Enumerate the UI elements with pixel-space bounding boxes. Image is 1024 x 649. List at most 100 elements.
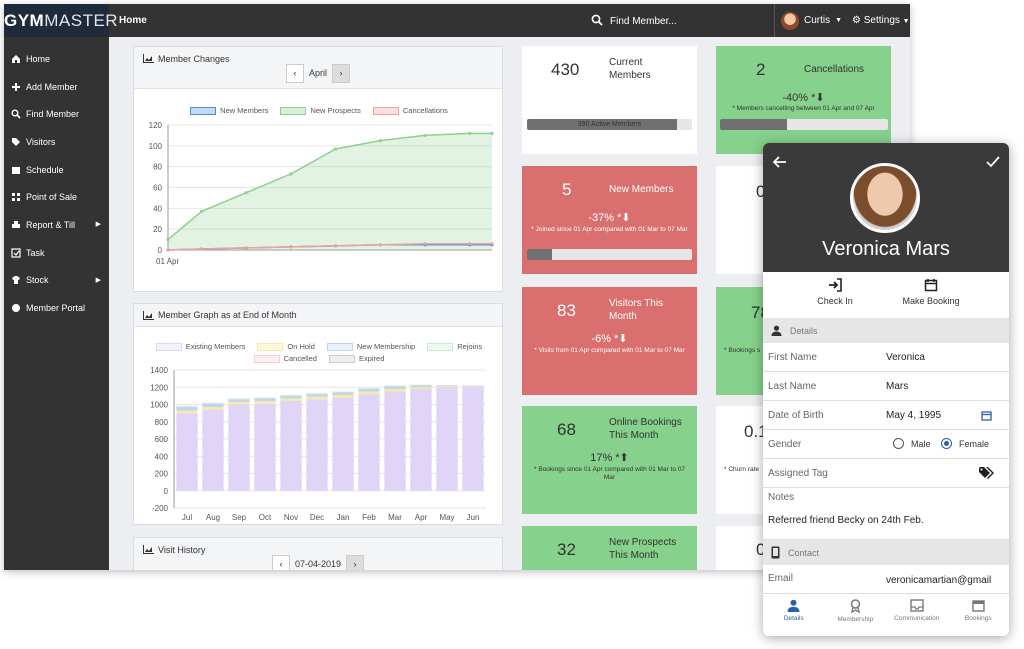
bar-segment[interactable]	[280, 398, 302, 402]
bar-segment[interactable]	[228, 399, 250, 402]
bar-segment[interactable]	[176, 410, 198, 414]
check-in-button[interactable]: Check In	[790, 278, 880, 306]
legend-item[interactable]: Rejoins	[427, 342, 482, 351]
bar-segment[interactable]	[436, 386, 458, 388]
bar-segment[interactable]	[358, 388, 380, 389]
bar-segment[interactable]	[384, 385, 406, 387]
bar-segment[interactable]	[254, 403, 276, 491]
bar-segment[interactable]	[176, 407, 198, 411]
bar-segment[interactable]	[306, 399, 328, 491]
data-point[interactable]	[490, 242, 494, 246]
bar-segment[interactable]	[254, 401, 276, 404]
notes-value[interactable]: Referred friend Becky on 24th Feb.	[768, 515, 924, 526]
first-name-value[interactable]: Veronica	[886, 352, 925, 363]
prev-month-button[interactable]: ‹	[285, 64, 304, 83]
sidebar-item-schedule[interactable]: Schedule	[4, 156, 109, 184]
assigned-tag-row[interactable]: Assigned Tag	[763, 459, 1009, 488]
bar-segment[interactable]	[462, 386, 484, 491]
bar-segment[interactable]	[358, 394, 380, 491]
gender-female-radio[interactable]	[941, 438, 952, 449]
next-month-button[interactable]: ›	[332, 64, 350, 83]
data-point[interactable]	[468, 131, 472, 135]
bar-segment[interactable]	[280, 395, 302, 399]
bar-segment[interactable]	[384, 386, 406, 389]
bar-segment[interactable]	[254, 397, 276, 399]
bar-segment[interactable]	[358, 391, 380, 395]
bar-segment[interactable]	[280, 395, 302, 396]
bar-segment[interactable]	[410, 387, 432, 389]
user-menu[interactable]: Curtis ▼	[774, 4, 842, 37]
legend-item[interactable]: New Prospects	[280, 106, 361, 115]
bar-segment[interactable]	[306, 393, 328, 395]
bar-segment[interactable]	[332, 392, 354, 396]
bar-segment[interactable]	[202, 402, 224, 404]
online-bookings-card[interactable]: 68 Online Bookings This Month 17% *⬆ * B…	[522, 406, 697, 514]
sidebar-item-task[interactable]: Task	[4, 239, 109, 267]
gymmaster-logo[interactable]: GYMMASTER	[4, 4, 118, 37]
data-point[interactable]	[244, 246, 248, 250]
sidebar-item-visitors[interactable]: Visitors	[4, 128, 109, 156]
legend-item[interactable]: Expired	[328, 354, 384, 363]
bar-segment[interactable]	[332, 391, 354, 393]
new-members-card[interactable]: 5 New Members -37% *⬇ * Joined since 01 …	[522, 166, 697, 274]
legend-item[interactable]: New Members	[190, 106, 268, 115]
data-point[interactable]	[423, 242, 427, 246]
new-prospects-card[interactable]: 32 New Prospects This Month	[522, 526, 697, 570]
data-point[interactable]	[378, 139, 382, 143]
gender-male-radio[interactable]	[893, 438, 904, 449]
sidebar-item-point-of-sale[interactable]: Point of Sale	[4, 183, 109, 211]
sidebar-item-report-till[interactable]: Report & Till ▶	[4, 211, 109, 239]
data-point[interactable]	[333, 244, 338, 248]
bar-segment[interactable]	[202, 407, 224, 410]
bar-segment[interactable]	[384, 391, 406, 491]
bar-segment[interactable]	[228, 404, 250, 491]
bar-segment[interactable]	[436, 385, 458, 387]
notes-row[interactable]: Notes Referred friend Becky on 24th Feb.	[763, 488, 1009, 540]
bar-segment[interactable]	[306, 394, 328, 397]
data-point[interactable]	[289, 245, 293, 249]
bar-segment[interactable]	[410, 384, 432, 386]
search-icon[interactable]	[591, 14, 603, 26]
data-point[interactable]	[166, 248, 170, 252]
sidebar-item-add-member[interactable]: Add Member	[4, 73, 109, 101]
bar-segment[interactable]	[358, 388, 380, 392]
legend-item[interactable]: Existing Members	[155, 342, 245, 351]
first-name-row[interactable]: First Name Veronica	[763, 343, 1009, 372]
email-row[interactable]: Email veronicamartian@gmail	[763, 565, 1009, 594]
bar-segment[interactable]	[410, 385, 432, 388]
current-members-card[interactable]: 430 Current Members 390 Active Members	[522, 46, 697, 154]
bar-segment[interactable]	[280, 401, 302, 491]
legend-item[interactable]: Cancellations	[372, 106, 448, 115]
bar-segment[interactable]	[228, 398, 250, 400]
bar-segment[interactable]	[384, 388, 406, 392]
sidebar-item-home[interactable]: Home	[4, 45, 109, 73]
bar-segment[interactable]	[306, 396, 328, 400]
data-point[interactable]	[289, 172, 293, 176]
tab-details[interactable]: Details	[763, 594, 825, 636]
sidebar-item-find-member[interactable]: Find Member	[4, 100, 109, 128]
tags-icon[interactable]	[979, 467, 995, 479]
last-name-row[interactable]: Last Name Mars	[763, 372, 1009, 401]
tab-membership[interactable]: Membership	[825, 594, 887, 636]
data-point[interactable]	[468, 242, 472, 246]
cancellations-card[interactable]: 2 Cancellations -40% *⬇ * Members cancel…	[716, 46, 891, 154]
data-point[interactable]	[490, 131, 494, 135]
sidebar-item-stock[interactable]: Stock ▶	[4, 267, 109, 295]
back-arrow-icon[interactable]	[773, 155, 787, 169]
bar-segment[interactable]	[202, 409, 224, 491]
bar-segment[interactable]	[176, 406, 198, 408]
tab-bookings[interactable]: Bookings	[948, 594, 1010, 636]
bar-segment[interactable]	[202, 403, 224, 408]
calendar-icon[interactable]	[981, 410, 992, 421]
data-point[interactable]	[199, 209, 204, 214]
data-point[interactable]	[333, 147, 338, 151]
data-point[interactable]	[166, 237, 170, 242]
dob-row[interactable]: Date of Birth May 4, 1995	[763, 401, 1009, 430]
sidebar-item-member-portal[interactable]: Member Portal	[4, 294, 109, 322]
legend-item[interactable]: New Membership	[326, 342, 415, 351]
bar-segment[interactable]	[332, 397, 354, 491]
bar-segment[interactable]	[176, 413, 198, 491]
bar-segment[interactable]	[436, 387, 458, 491]
bar-segment[interactable]	[410, 388, 432, 491]
data-point[interactable]	[244, 191, 248, 195]
